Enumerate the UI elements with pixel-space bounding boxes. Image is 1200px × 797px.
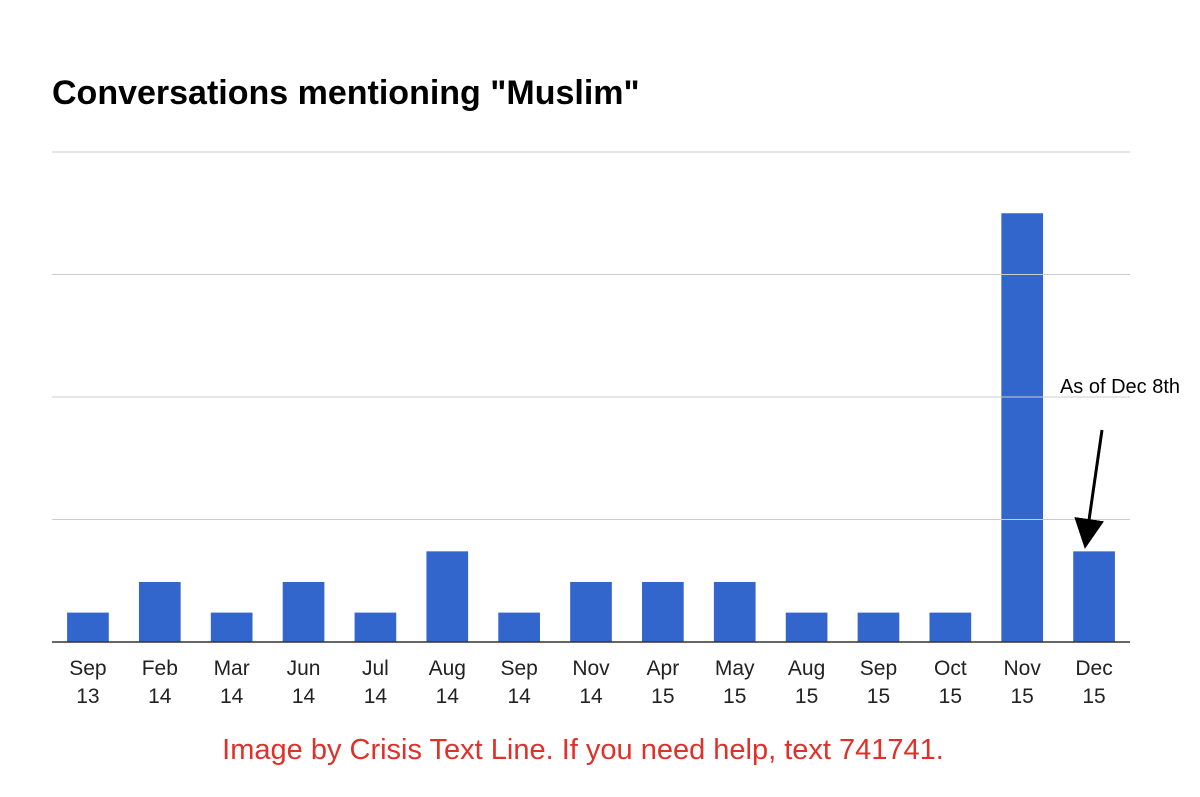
bar <box>785 612 828 642</box>
footer: Image by Crisis Text Line. If you need h… <box>222 734 944 766</box>
bar <box>282 581 325 642</box>
x-tick-label: May 15 <box>714 657 755 708</box>
bar <box>570 581 612 642</box>
x-tick-label: Aug 15 <box>787 657 826 708</box>
bar <box>929 612 972 642</box>
x-tick-label: Jul 14 <box>361 657 389 708</box>
x-tick-label: Nov 15 <box>1003 657 1041 708</box>
x-tick-label: Apr 15 <box>646 657 680 708</box>
annotation: As of Dec 8th <box>1059 376 1181 398</box>
bar <box>857 612 900 642</box>
bar <box>354 612 397 642</box>
bar <box>67 612 109 642</box>
annotation-arrow <box>1074 429 1104 549</box>
x-tick-label: Feb 14 <box>141 657 178 708</box>
x-tick-label: Dec 15 <box>1075 657 1113 708</box>
x-tick-label: Sep 14 <box>500 657 538 708</box>
x-tick-label: Nov 14 <box>572 657 610 708</box>
bar <box>498 612 540 642</box>
x-tick-label: Oct 15 <box>933 657 967 708</box>
bar <box>642 581 684 642</box>
bar <box>713 581 756 642</box>
x-tick-label: Mar 14 <box>213 657 250 708</box>
bar <box>1001 213 1044 642</box>
bar <box>210 612 253 642</box>
bar <box>138 581 181 642</box>
bar <box>426 551 469 642</box>
x-tick-label: Jun 14 <box>286 657 321 708</box>
x-tick-label: Sep 15 <box>859 657 898 708</box>
x-tick-label: Aug 14 <box>428 657 466 708</box>
bar <box>1073 551 1115 642</box>
chart-title: Conversations mentioning "Muslim" <box>52 74 640 112</box>
x-tick-label: Sep 13 <box>69 657 107 708</box>
